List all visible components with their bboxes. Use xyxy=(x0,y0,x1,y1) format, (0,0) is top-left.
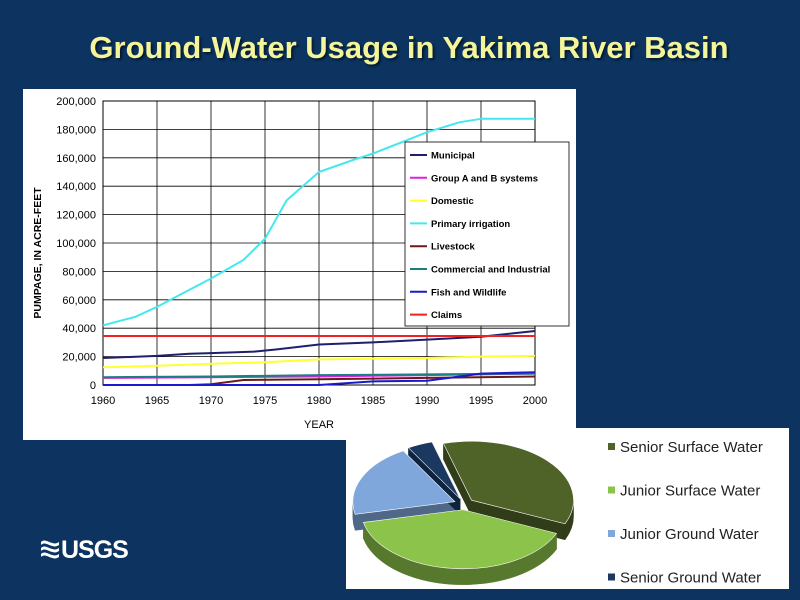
y-tick-label: 60,000 xyxy=(62,295,96,307)
pie-legend-swatch xyxy=(608,573,615,581)
y-tick-label: 140,000 xyxy=(56,181,96,193)
x-tick-label: 2000 xyxy=(523,395,547,407)
y-tick-label: 120,000 xyxy=(56,210,96,222)
pie-chart: Senior Surface Water Junior Surface Water… xyxy=(346,428,789,589)
legend-label: Primary irrigation xyxy=(431,219,510,230)
legend-label: Commercial and Industrial xyxy=(431,265,550,276)
y-tick-label: 0 xyxy=(90,380,96,392)
pie-legend-label: Junior Ground Water xyxy=(620,526,759,543)
pie-slice xyxy=(442,440,574,525)
series-line xyxy=(102,354,536,369)
x-tick-label: 1960 xyxy=(91,395,115,407)
legend-label: Domestic xyxy=(431,196,474,207)
usgs-wave-icon xyxy=(41,540,59,559)
y-tick-label: 80,000 xyxy=(62,266,96,278)
pie-legend-label: Senior Surface Water xyxy=(620,439,763,456)
pie-chart-svg: Senior Surface Water Junior Surface Water… xyxy=(352,439,763,587)
legend-label: Municipal xyxy=(431,151,475,162)
usgs-logo: USGS xyxy=(41,536,129,564)
x-axis-label: YEAR xyxy=(304,419,334,431)
series-line xyxy=(102,372,536,379)
pie-legend-label: Senior Ground Water xyxy=(620,570,761,587)
pie-slice xyxy=(362,509,558,570)
y-tick-label: 20,000 xyxy=(62,352,96,364)
y-tick-label: 160,000 xyxy=(56,153,96,165)
y-axis-label: PUMPAGE, IN ACRE-FEET xyxy=(32,187,44,319)
x-tick-label: 1985 xyxy=(361,395,385,407)
line-chart-svg: 0 20,000 40,000 60,000 80,000 100,000 120,000 1… xyxy=(32,96,570,431)
series-line xyxy=(102,117,535,327)
slide-title: Ground-Water Usage in Yakima River Basin xyxy=(89,30,729,65)
y-tick-label: 100,000 xyxy=(56,238,96,250)
x-tick-label: 1965 xyxy=(145,395,169,407)
pie-slice xyxy=(407,441,461,499)
pie-legend-swatch xyxy=(608,530,615,537)
legend-box xyxy=(404,141,570,327)
pie-legend-label: Junior Surface Water xyxy=(620,483,760,500)
line-chart: 0 20,000 40,000 60,000 80,000 100,000 120,000 1… xyxy=(23,89,576,440)
usgs-logo-text: USGS xyxy=(61,536,128,564)
y-tick-label: 40,000 xyxy=(62,323,96,335)
legend-label: Fish and Wildlife xyxy=(431,287,506,298)
pie-slice xyxy=(352,450,456,515)
legend-label: Claims xyxy=(431,310,462,321)
x-tick-label: 1990 xyxy=(415,395,439,407)
pie-legend-swatch xyxy=(608,443,615,450)
x-tick-label: 1970 xyxy=(199,395,223,407)
x-tick-label: 1975 xyxy=(253,395,277,407)
x-tick-label: 1995 xyxy=(469,395,493,407)
y-tick-label: 180,000 xyxy=(56,124,96,136)
legend-label: Livestock xyxy=(431,242,476,253)
series-line xyxy=(102,330,536,359)
x-tick-label: 1980 xyxy=(307,395,331,407)
series-line xyxy=(103,371,536,386)
legend-label: Group A and B systems xyxy=(431,173,538,184)
y-tick-label: 200,000 xyxy=(56,96,96,108)
pie-legend-swatch xyxy=(608,486,615,494)
